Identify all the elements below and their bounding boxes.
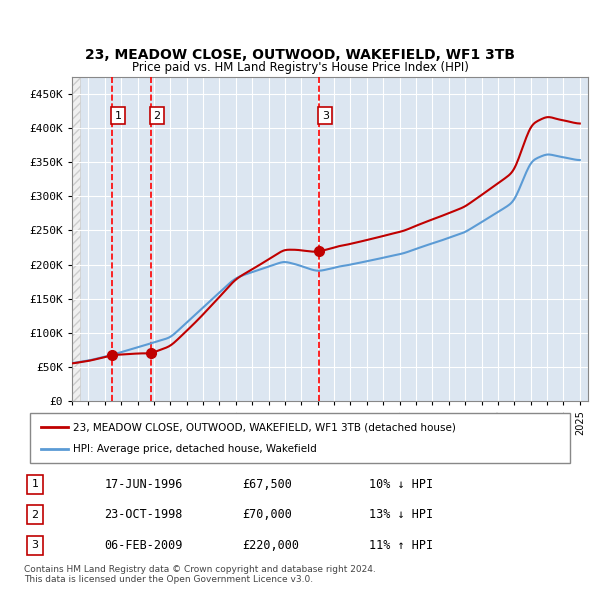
Text: 2: 2 (31, 510, 38, 520)
Text: Price paid vs. HM Land Registry's House Price Index (HPI): Price paid vs. HM Land Registry's House … (131, 61, 469, 74)
Text: 13% ↓ HPI: 13% ↓ HPI (369, 508, 433, 522)
Text: £220,000: £220,000 (242, 539, 299, 552)
Text: HPI: Average price, detached house, Wakefield: HPI: Average price, detached house, Wake… (73, 444, 317, 454)
Text: 23-OCT-1998: 23-OCT-1998 (104, 508, 182, 522)
Text: 2: 2 (153, 111, 160, 120)
Text: 1: 1 (115, 111, 122, 120)
Text: Contains HM Land Registry data © Crown copyright and database right 2024.
This d: Contains HM Land Registry data © Crown c… (24, 565, 376, 584)
Text: 23, MEADOW CLOSE, OUTWOOD, WAKEFIELD, WF1 3TB: 23, MEADOW CLOSE, OUTWOOD, WAKEFIELD, WF… (85, 48, 515, 62)
Text: 10% ↓ HPI: 10% ↓ HPI (369, 478, 433, 491)
Text: 3: 3 (32, 540, 38, 550)
Text: 1: 1 (32, 479, 38, 489)
Bar (72, 77, 80, 401)
Text: 17-JUN-1996: 17-JUN-1996 (104, 478, 182, 491)
Text: £70,000: £70,000 (242, 508, 292, 522)
Text: 11% ↑ HPI: 11% ↑ HPI (369, 539, 433, 552)
Text: 06-FEB-2009: 06-FEB-2009 (104, 539, 182, 552)
Text: £67,500: £67,500 (242, 478, 292, 491)
FancyBboxPatch shape (30, 413, 570, 463)
Text: 3: 3 (322, 111, 329, 120)
Text: 23, MEADOW CLOSE, OUTWOOD, WAKEFIELD, WF1 3TB (detached house): 23, MEADOW CLOSE, OUTWOOD, WAKEFIELD, WF… (73, 422, 456, 432)
